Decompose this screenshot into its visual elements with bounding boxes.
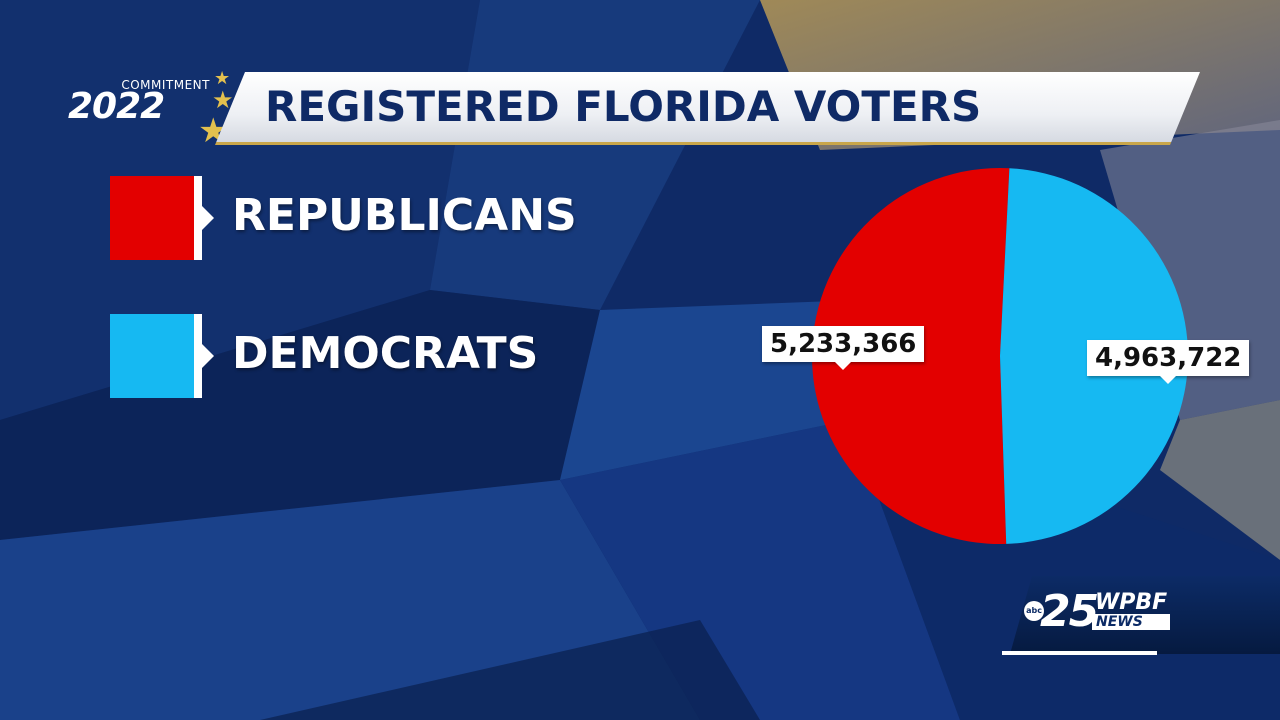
- title-banner: [215, 72, 1200, 145]
- star-icon: ★: [212, 86, 234, 114]
- legend-swatch-republicans: [110, 176, 214, 260]
- legend-label-republicans: REPUBLICANS: [232, 190, 577, 241]
- legend-swatch-democrats: [110, 314, 214, 398]
- channel-number: 25: [1040, 586, 1099, 637]
- station-call-sign: WPBF: [1095, 590, 1168, 615]
- station-news-label: NEWS: [1092, 614, 1170, 630]
- data-label-republicans-text: 5,233,366: [770, 329, 917, 359]
- page-title: REGISTERED FLORIDA VOTERS: [265, 82, 982, 131]
- logo-commitment-text: COMMITMENT: [121, 78, 210, 92]
- commitment-2022-logo: COMMITMENT 2022 ★ ★ ★: [68, 68, 240, 152]
- data-label-republicans: 5,233,366: [762, 326, 925, 370]
- data-label-democrats: 4,963,722: [1087, 340, 1250, 384]
- legend-label-democrats: DEMOCRATS: [232, 328, 539, 379]
- logo-year: 2022: [68, 86, 165, 127]
- station-bug-line: [1002, 651, 1157, 655]
- data-label-democrats-text: 4,963,722: [1095, 343, 1242, 373]
- abc-logo: abc: [1024, 601, 1044, 621]
- star-icon: ★: [214, 68, 231, 89]
